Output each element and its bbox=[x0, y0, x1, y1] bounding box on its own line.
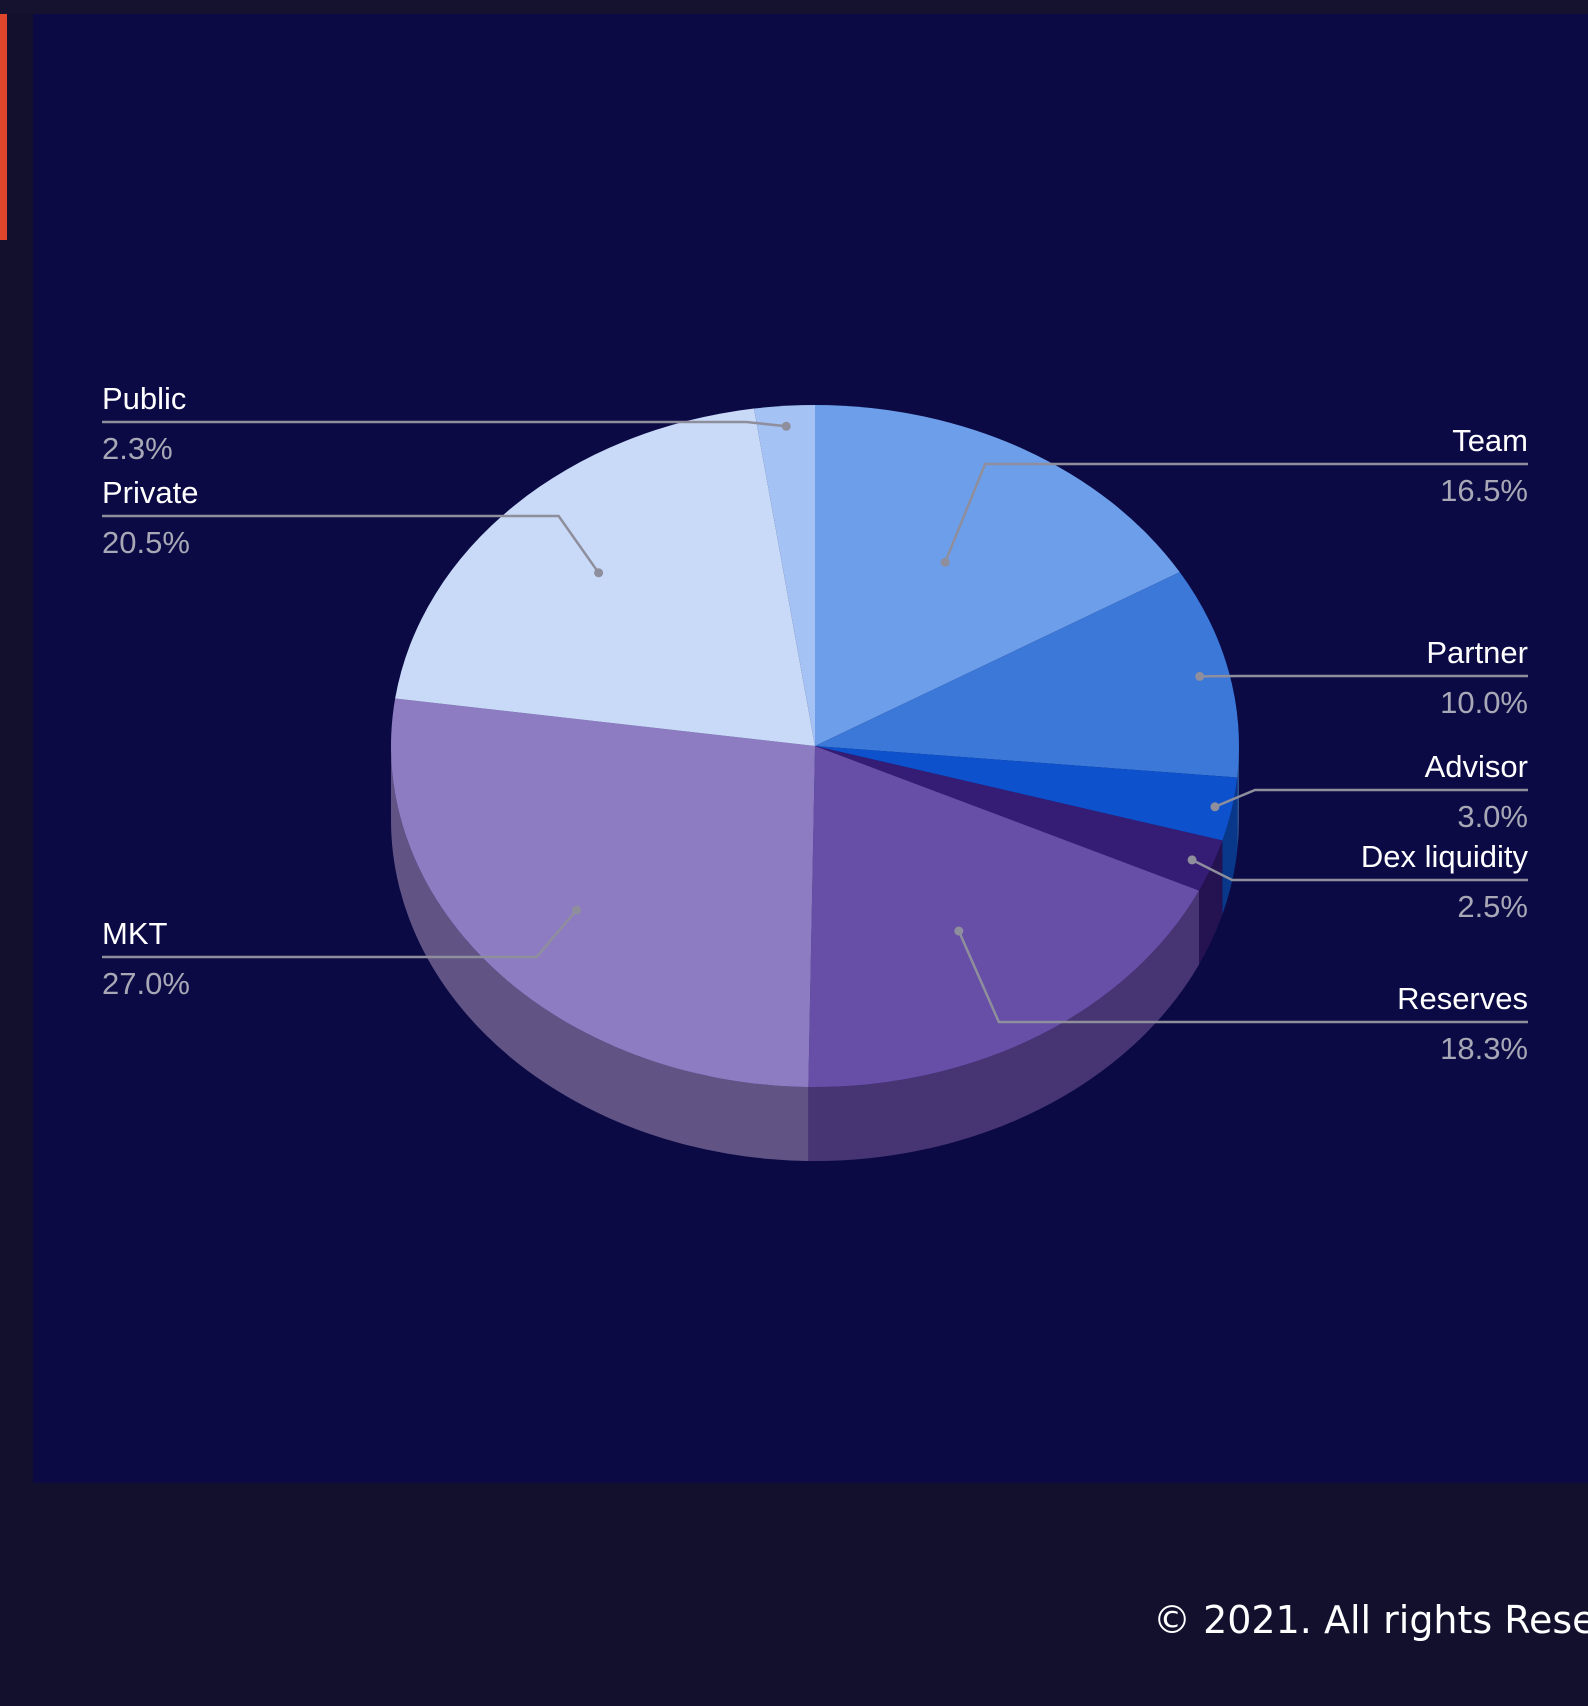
leader-dot-public bbox=[781, 421, 791, 431]
pie-slice-mkt bbox=[390, 698, 815, 1087]
label-name-mkt: MKT bbox=[102, 916, 168, 951]
top-strip bbox=[0, 0, 1588, 14]
pie-side-advisor bbox=[1222, 777, 1238, 915]
leader-dot-private bbox=[594, 568, 604, 578]
leader-dot-partner bbox=[1195, 671, 1205, 681]
leader-line-team bbox=[943, 462, 1528, 563]
pie-slice-dex-liquidity bbox=[815, 746, 1223, 891]
pie-slice-team bbox=[815, 405, 1180, 746]
tokenomics-pie-chart: Team 16.5% Partner 10.0% Advisor 3.0% Dex liqu… bbox=[33, 14, 1588, 1483]
pie-top-slices bbox=[390, 405, 1239, 1087]
leader-dot-dex-liquidity bbox=[1187, 855, 1197, 865]
label-value-mkt: 27.0% bbox=[102, 966, 190, 1001]
accent-bar bbox=[0, 14, 7, 240]
label-name-public: Public bbox=[102, 381, 186, 416]
pie-slice-private bbox=[395, 408, 815, 746]
pie-side-mkt bbox=[391, 746, 809, 1161]
label-name-dex-liquidity: Dex liquidity bbox=[1361, 839, 1529, 874]
label-value-public: 2.3% bbox=[102, 431, 173, 466]
label-name-advisor: Advisor bbox=[1425, 749, 1528, 784]
label-value-partner: 10.0% bbox=[1440, 685, 1528, 720]
leader-line-private bbox=[102, 514, 600, 574]
label-value-advisor: 3.0% bbox=[1457, 799, 1528, 834]
leader-line-reserves bbox=[957, 930, 1528, 1024]
leader-line-mkt bbox=[102, 909, 578, 959]
label-value-dex-liquidity: 2.5% bbox=[1457, 889, 1528, 924]
label-name-reserves: Reserves bbox=[1397, 981, 1528, 1016]
label-name-partner: Partner bbox=[1426, 635, 1528, 670]
pie-slice-advisor bbox=[815, 746, 1238, 841]
label-name-private: Private bbox=[102, 475, 198, 510]
leader-line-public bbox=[102, 420, 787, 428]
label-name-team: Team bbox=[1452, 423, 1528, 458]
pie-side-partner bbox=[1237, 746, 1239, 852]
leader-line-advisor bbox=[1214, 788, 1528, 808]
pie-labels: Team 16.5% Partner 10.0% Advisor 3.0% Dex liqu… bbox=[102, 381, 1528, 1066]
label-value-private: 20.5% bbox=[102, 525, 190, 560]
footer-copyright: © 2021. All rights Reser bbox=[1153, 1598, 1588, 1642]
pie-side-reserves bbox=[808, 890, 1200, 1162]
pie-chart-svg: Team 16.5% Partner 10.0% Advisor 3.0% Dex liqu… bbox=[102, 381, 1528, 1162]
label-value-reserves: 18.3% bbox=[1440, 1031, 1528, 1066]
leader-line-dex-liquidity bbox=[1191, 858, 1528, 882]
leader-dot-reserves bbox=[954, 926, 964, 936]
pie-slice-partner bbox=[815, 572, 1239, 778]
leader-dot-team bbox=[940, 557, 950, 567]
label-value-team: 16.5% bbox=[1440, 473, 1528, 508]
pie-slice-reserves bbox=[808, 746, 1200, 1087]
leader-dot-advisor bbox=[1210, 802, 1220, 812]
pie-slice-public bbox=[754, 405, 815, 746]
leader-dot-mkt bbox=[572, 905, 582, 915]
